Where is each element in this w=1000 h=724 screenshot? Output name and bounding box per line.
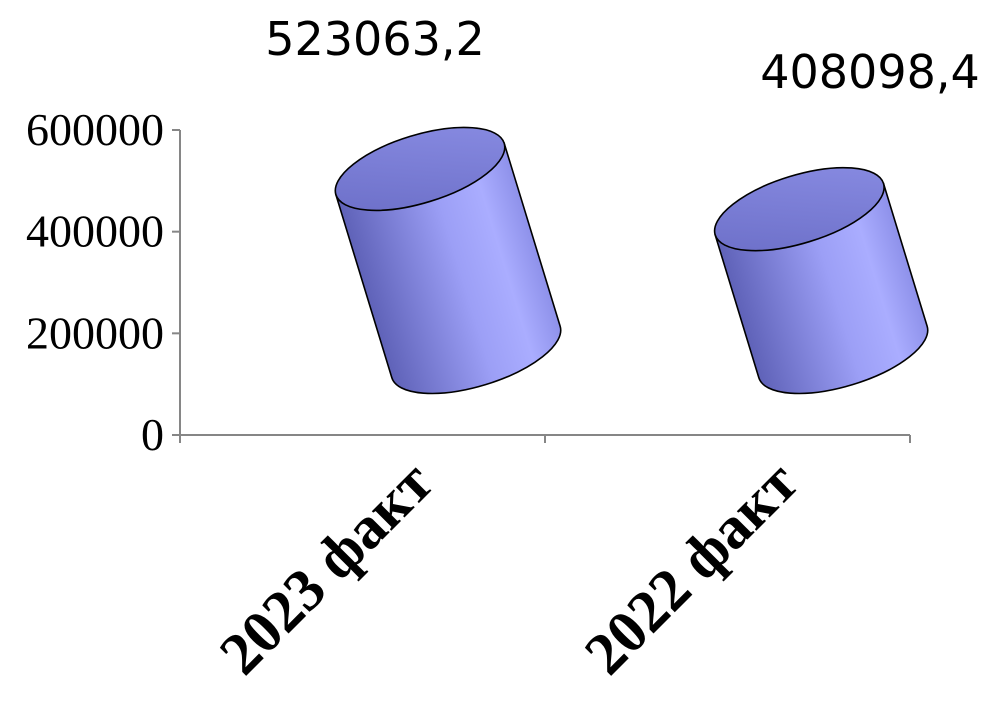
bar-cylinder bbox=[713, 166, 929, 395]
y-tick-label: 400000 bbox=[26, 206, 164, 257]
y-tick-label: 600000 bbox=[26, 104, 164, 155]
y-tick-label: 200000 bbox=[26, 307, 164, 358]
bar-top bbox=[334, 126, 506, 212]
bars bbox=[334, 126, 929, 395]
bar-cylinder bbox=[334, 126, 562, 395]
x-category-label: 2023 факт bbox=[207, 449, 445, 687]
bar-top bbox=[713, 166, 885, 252]
data-label: 408098,4 bbox=[760, 45, 980, 99]
axes: 0 200000 400000 600000 bbox=[26, 104, 911, 460]
x-category-label: 2022 факт bbox=[572, 449, 810, 687]
data-label: 523063,2 bbox=[265, 12, 485, 66]
y-tick-label: 0 bbox=[141, 409, 164, 460]
